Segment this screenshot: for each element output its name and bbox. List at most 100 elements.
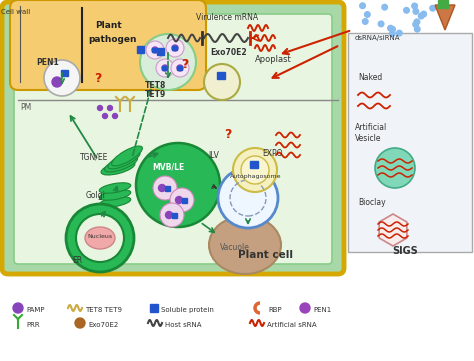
Circle shape (365, 12, 370, 17)
Circle shape (108, 105, 112, 110)
Text: Apoplast: Apoplast (255, 55, 292, 64)
Circle shape (430, 5, 436, 11)
FancyBboxPatch shape (2, 2, 344, 274)
Ellipse shape (108, 151, 140, 169)
Text: SIGS: SIGS (392, 246, 418, 256)
Circle shape (136, 143, 220, 227)
Ellipse shape (99, 197, 131, 207)
Circle shape (300, 303, 310, 313)
Text: PRR: PRR (26, 322, 40, 328)
Bar (165, 186, 170, 191)
FancyBboxPatch shape (10, 0, 206, 90)
Circle shape (44, 60, 80, 96)
Circle shape (360, 3, 365, 9)
Ellipse shape (209, 216, 281, 274)
Circle shape (363, 19, 368, 24)
Circle shape (171, 59, 189, 77)
Text: RBP: RBP (268, 307, 282, 313)
Text: Exo70E2: Exo70E2 (210, 48, 246, 57)
Circle shape (233, 148, 277, 192)
Circle shape (241, 156, 269, 184)
FancyBboxPatch shape (348, 33, 472, 252)
Circle shape (156, 59, 174, 77)
Bar (172, 213, 177, 217)
Text: dsRNA/siRNA: dsRNA/siRNA (355, 35, 401, 41)
Text: TET8 TET9: TET8 TET9 (85, 307, 122, 313)
Text: Bioclay: Bioclay (358, 198, 386, 207)
Text: Plant cell: Plant cell (238, 250, 293, 260)
Circle shape (66, 204, 134, 272)
Bar (177, 66, 182, 70)
Circle shape (419, 13, 424, 19)
Circle shape (75, 318, 85, 328)
Circle shape (397, 30, 402, 36)
FancyBboxPatch shape (14, 14, 332, 264)
Ellipse shape (85, 227, 115, 249)
Circle shape (390, 26, 395, 32)
Circle shape (146, 41, 164, 59)
Circle shape (390, 31, 395, 36)
Circle shape (378, 21, 384, 27)
Text: TGN/EE: TGN/EE (80, 153, 109, 162)
Circle shape (414, 19, 419, 25)
Text: Vacuole: Vacuole (220, 243, 250, 252)
Circle shape (413, 22, 419, 27)
Text: Soluble protein: Soluble protein (161, 307, 214, 313)
Circle shape (102, 113, 108, 118)
Ellipse shape (101, 161, 135, 175)
Circle shape (76, 214, 124, 262)
Text: Cell wall: Cell wall (1, 9, 30, 15)
Circle shape (218, 168, 278, 228)
Ellipse shape (111, 146, 142, 166)
Text: TET9: TET9 (145, 90, 166, 99)
Text: PEN1: PEN1 (36, 58, 59, 67)
Text: Artificial: Artificial (355, 123, 387, 132)
Circle shape (162, 65, 168, 71)
Text: ?: ? (182, 58, 189, 71)
Circle shape (13, 303, 23, 313)
Bar (250, 161, 258, 168)
Ellipse shape (99, 183, 131, 193)
Circle shape (98, 105, 102, 110)
Bar (217, 72, 225, 79)
Text: MVB/LE: MVB/LE (152, 163, 184, 172)
Bar (438, 0, 448, 8)
Text: Naked: Naked (358, 73, 382, 82)
Circle shape (413, 9, 419, 14)
Bar (163, 66, 167, 70)
Text: Vesicle: Vesicle (355, 134, 382, 143)
Bar (182, 197, 187, 203)
Circle shape (382, 4, 387, 10)
Bar (173, 46, 177, 50)
Text: EXPO: EXPO (262, 149, 283, 158)
Text: PEN1: PEN1 (313, 307, 331, 313)
Circle shape (112, 113, 118, 118)
Circle shape (388, 25, 393, 31)
Circle shape (204, 64, 240, 100)
Circle shape (375, 148, 415, 188)
Text: Host sRNA: Host sRNA (165, 322, 201, 328)
Text: Autophagosome: Autophagosome (230, 174, 282, 179)
Circle shape (158, 184, 165, 191)
Ellipse shape (99, 190, 131, 200)
Bar (150, 304, 158, 312)
Bar (153, 48, 157, 52)
Polygon shape (435, 5, 455, 30)
Circle shape (177, 65, 183, 71)
Bar (137, 46, 144, 53)
Text: Exo70E2: Exo70E2 (88, 322, 118, 328)
Text: ?: ? (224, 128, 232, 141)
Circle shape (153, 176, 177, 200)
Circle shape (165, 212, 173, 218)
Circle shape (175, 196, 182, 204)
Text: TET8: TET8 (145, 81, 166, 90)
Circle shape (414, 26, 420, 32)
Text: Plant: Plant (95, 21, 122, 30)
Bar (157, 48, 164, 55)
Circle shape (412, 3, 418, 9)
Circle shape (170, 188, 194, 212)
Text: ER: ER (72, 256, 82, 265)
Circle shape (160, 203, 184, 227)
Polygon shape (379, 214, 407, 246)
Circle shape (52, 77, 62, 87)
